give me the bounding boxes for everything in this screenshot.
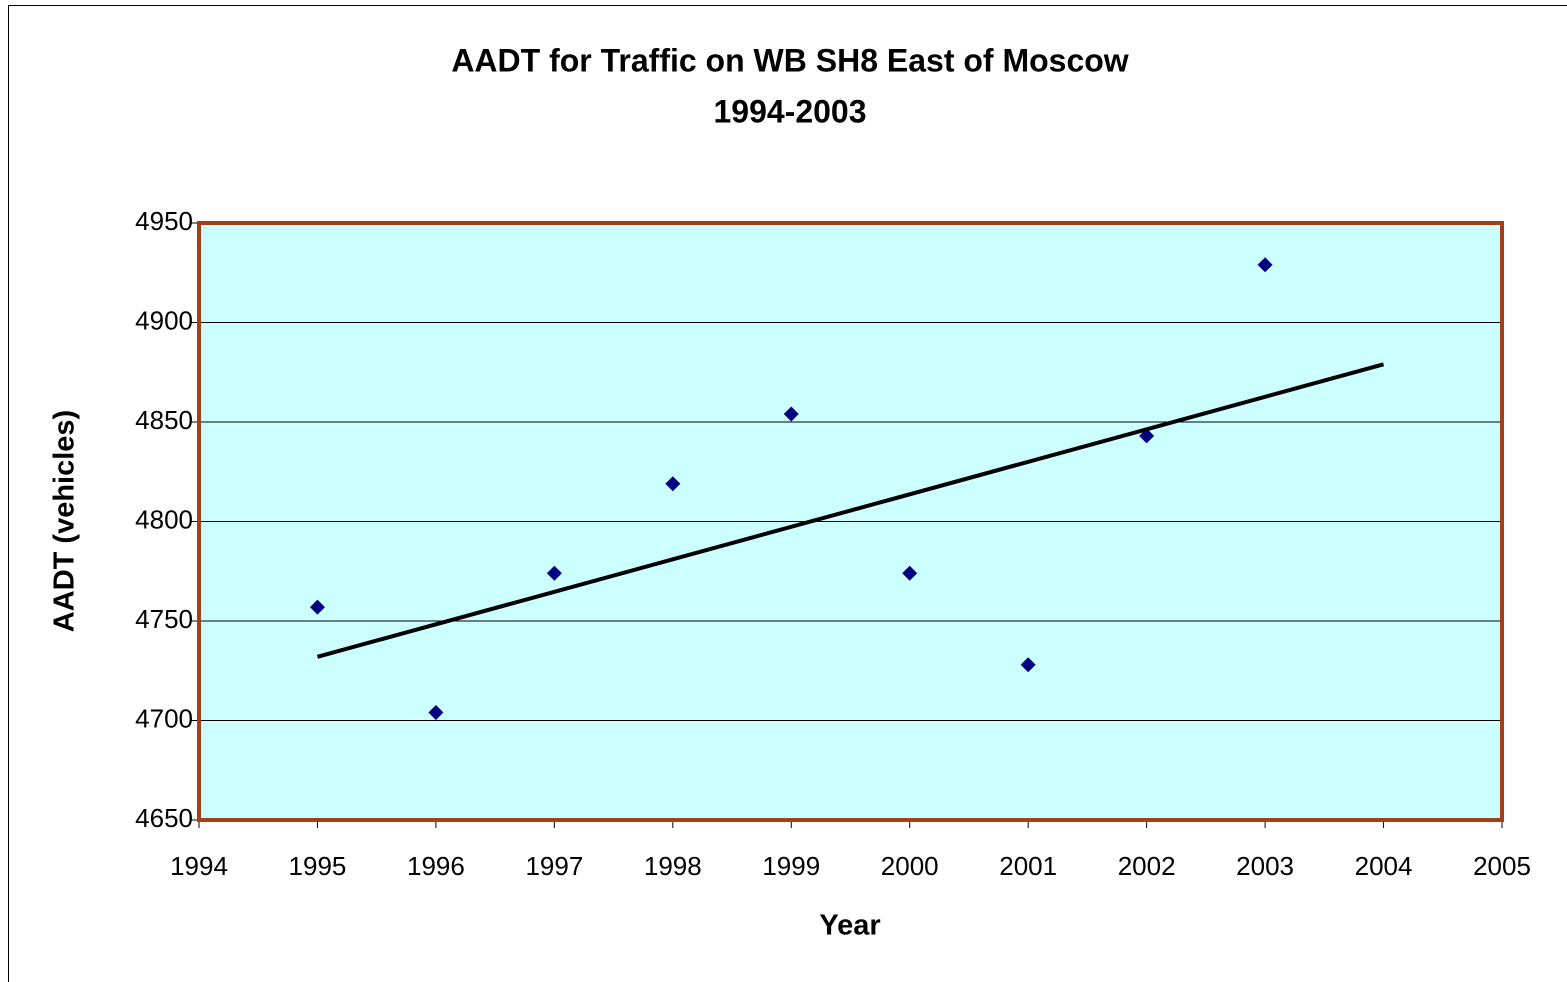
x-tick-label: 1996 [407, 851, 465, 881]
y-tick-label: 4700 [135, 703, 193, 733]
plot-border [197, 221, 1504, 822]
data-point [902, 565, 918, 581]
data-point [428, 705, 444, 721]
x-axis-label: Year [819, 910, 880, 942]
x-tick-label: 2005 [1473, 851, 1531, 881]
data-point [665, 476, 681, 492]
x-tick-label: 1994 [170, 851, 228, 881]
x-tick-label: 1995 [289, 851, 347, 881]
x-tick-label: 2003 [1236, 851, 1294, 881]
y-tick-label: 4950 [135, 206, 193, 236]
y-tick-label: 4750 [135, 604, 193, 634]
chart-subtitle: 1994-2003 [713, 93, 866, 129]
x-tick-label: 2004 [1355, 851, 1413, 881]
data-point [783, 406, 799, 422]
data-point [1257, 257, 1273, 273]
x-tick-label: 2002 [1118, 851, 1176, 881]
x-tick-label: 1998 [644, 851, 702, 881]
data-point [1020, 657, 1036, 673]
x-tick-label: 2000 [881, 851, 939, 881]
y-tick-label: 4900 [135, 305, 193, 335]
x-tick-label: 1999 [762, 851, 820, 881]
trendline [316, 362, 1385, 659]
y-tick-label: 4800 [135, 504, 193, 534]
x-tick-label: 1997 [525, 851, 583, 881]
x-tick-label: 2001 [999, 851, 1057, 881]
chart-title: AADT for Traffic on WB SH8 East of Mosco… [451, 42, 1128, 78]
chart-border [8, 5, 1567, 982]
y-axis-label: AADT (vehicles) [49, 410, 81, 632]
data-point [546, 565, 562, 581]
y-tick-label: 4650 [135, 803, 193, 833]
data-point [309, 599, 325, 615]
y-tick-label: 4850 [135, 405, 193, 435]
